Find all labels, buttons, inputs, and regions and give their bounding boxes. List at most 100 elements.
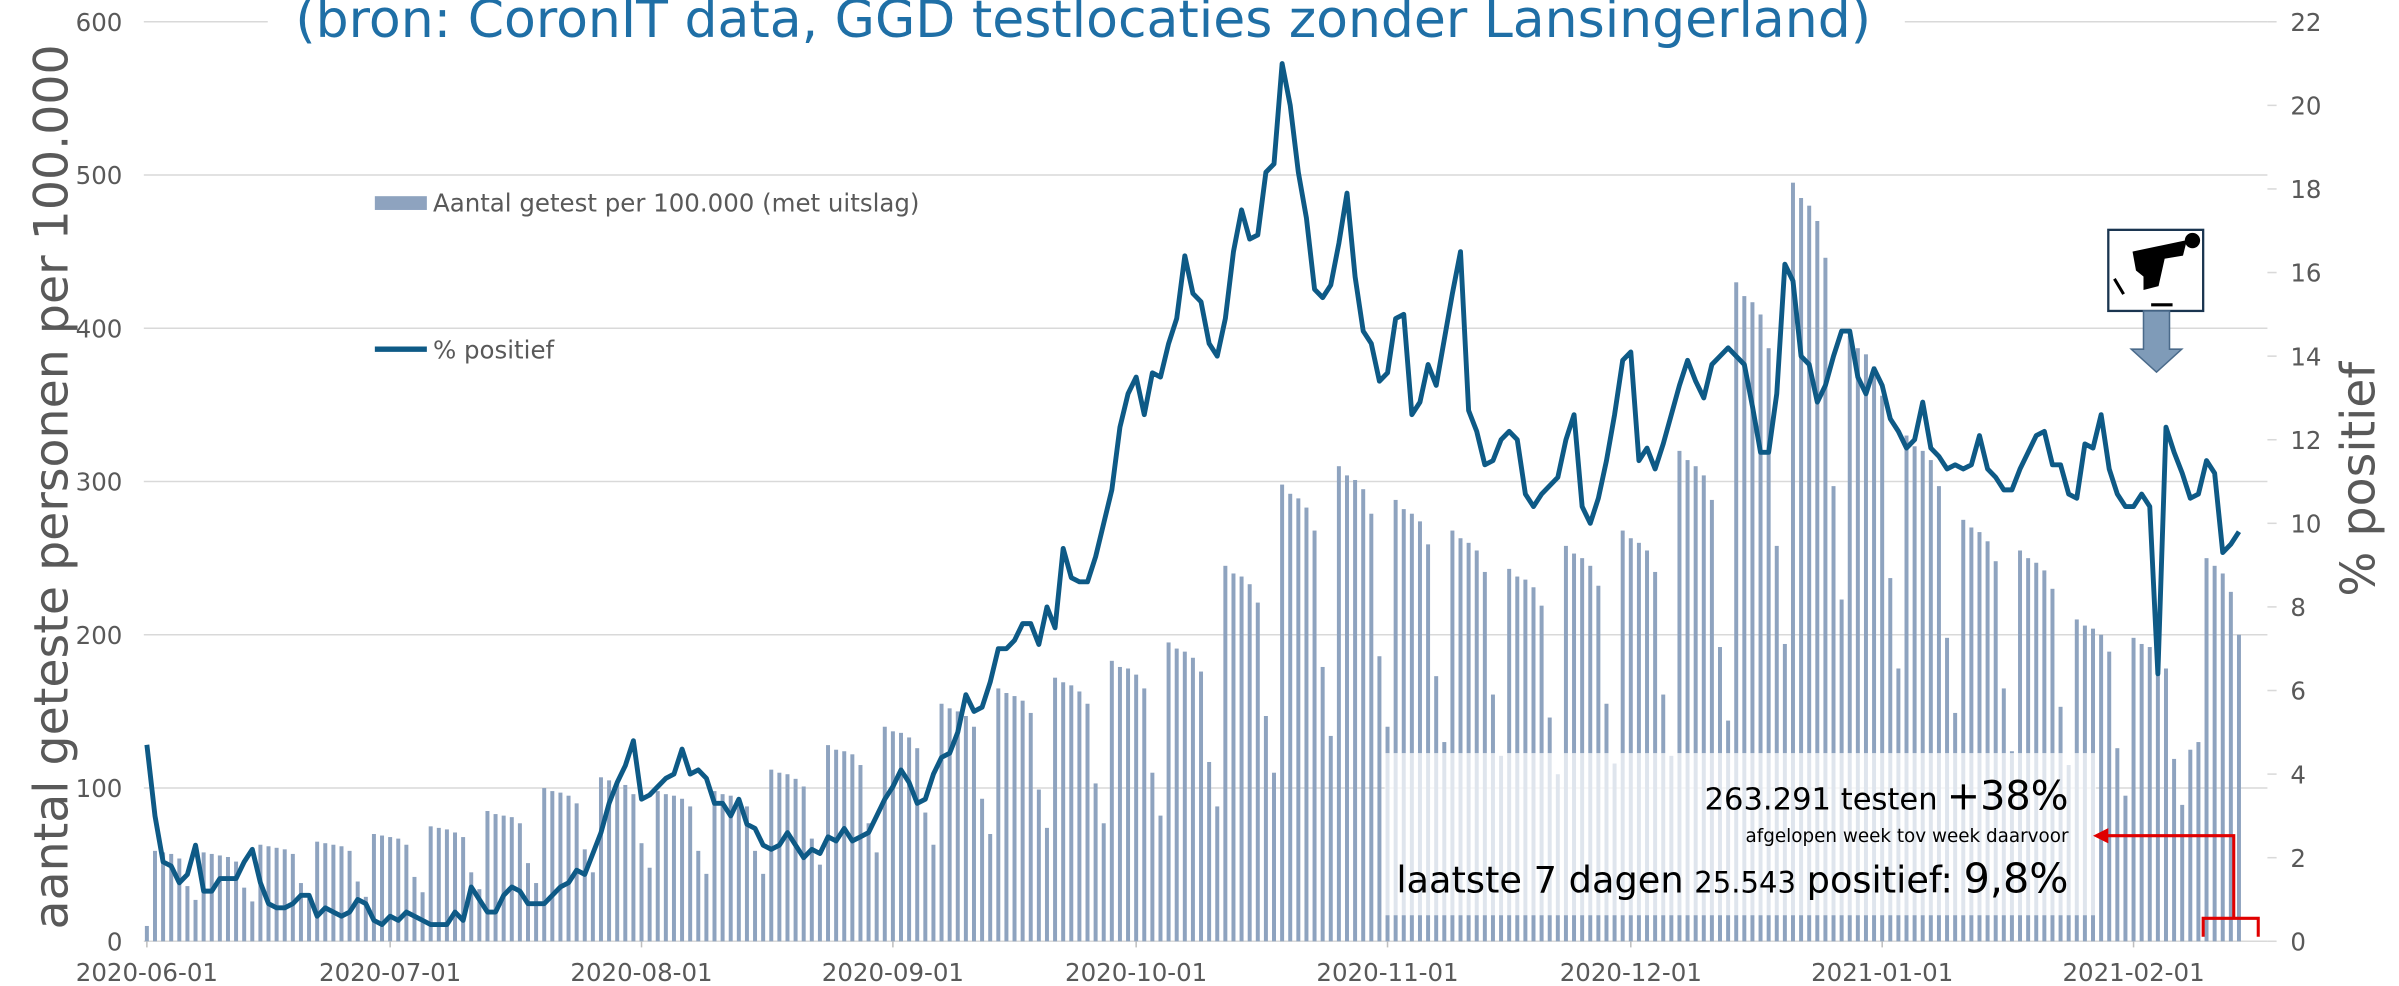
bar — [234, 861, 239, 942]
bar — [1912, 446, 1917, 942]
bar — [1361, 489, 1366, 942]
bar — [777, 772, 782, 942]
bar — [817, 864, 822, 942]
lines — [144, 61, 2242, 928]
red-bracket — [2102, 834, 2260, 937]
y2-tick-label: 12 — [2290, 426, 2321, 455]
y2-tick-label: 16 — [2290, 259, 2321, 288]
bar — [1758, 314, 1763, 942]
annotation-text: laatste 7 dagen — [1396, 858, 1683, 901]
bar — [225, 856, 230, 942]
bar — [1693, 466, 1698, 942]
bar — [834, 749, 839, 942]
bar — [2115, 748, 2120, 942]
bar — [1863, 354, 1868, 942]
bar — [1409, 513, 1414, 942]
bar — [1134, 674, 1139, 942]
bar — [1028, 712, 1033, 942]
bar — [339, 846, 344, 942]
annotation-box — [1384, 753, 2097, 916]
skater-head — [2184, 232, 2201, 249]
y-tick-label: 500 — [76, 161, 123, 190]
bar — [744, 806, 749, 942]
bar — [355, 881, 360, 942]
bar — [663, 794, 668, 942]
bar — [2147, 647, 2152, 942]
bar — [1936, 486, 1941, 942]
y-tick-label: 600 — [76, 8, 123, 37]
bar — [1377, 656, 1382, 942]
bar — [955, 711, 960, 942]
bar — [1044, 827, 1049, 942]
x-tick-label: 2021-01-01 — [1811, 958, 1953, 986]
bar — [1142, 688, 1147, 942]
bar — [1304, 507, 1309, 942]
bar — [1207, 761, 1212, 942]
bar — [250, 901, 255, 942]
bar — [615, 781, 620, 942]
bar — [477, 889, 482, 942]
bar — [971, 726, 976, 942]
bar — [1109, 660, 1114, 942]
bar — [1255, 602, 1260, 942]
bar — [2099, 634, 2104, 942]
annotation-text: 263.291 testen — [1705, 783, 1938, 818]
annotation-text: +38% — [1947, 774, 2069, 820]
bar — [193, 899, 198, 942]
bar — [453, 832, 458, 942]
bar — [1199, 671, 1204, 942]
bar — [380, 835, 385, 942]
bar — [2228, 591, 2233, 942]
bar — [785, 774, 790, 942]
bar — [874, 852, 879, 942]
bar — [2131, 637, 2136, 942]
bar — [1855, 348, 1860, 942]
bar — [2180, 804, 2185, 942]
bar — [1920, 450, 1925, 942]
bar — [1401, 509, 1406, 942]
bar — [850, 754, 855, 942]
bar — [1280, 484, 1285, 942]
bar — [1572, 553, 1577, 942]
bar — [1458, 538, 1463, 942]
bar — [680, 798, 685, 942]
bar — [436, 827, 441, 942]
bar — [1369, 513, 1374, 942]
x-tick-label: 2020-09-01 — [822, 958, 964, 986]
bar — [2172, 758, 2177, 942]
bar — [963, 716, 968, 942]
bar — [307, 898, 312, 942]
title-background — [267, 0, 1905, 47]
bar — [1312, 530, 1317, 942]
bar — [509, 817, 514, 942]
bar — [2163, 668, 2168, 942]
bar — [647, 867, 652, 942]
bar — [2018, 550, 2023, 942]
annotation-last7: laatste 7 dagen 25.543 positief: 9,8% — [1396, 854, 2068, 902]
bar — [2220, 573, 2225, 942]
bar — [1053, 677, 1058, 942]
bar — [1880, 395, 1885, 942]
bar — [1166, 642, 1171, 942]
bar — [1620, 530, 1625, 942]
bar — [582, 849, 587, 942]
skater-figure — [2113, 240, 2187, 307]
bar — [258, 844, 263, 942]
bar — [1320, 666, 1325, 942]
bar — [290, 853, 295, 942]
bar — [688, 806, 693, 942]
bar — [1993, 561, 1998, 942]
bar — [598, 777, 603, 942]
bar — [2139, 643, 2144, 942]
bar — [1061, 682, 1066, 942]
bar — [720, 794, 725, 942]
bar — [2196, 742, 2201, 942]
bar — [1190, 657, 1195, 942]
bar — [947, 708, 952, 942]
y-tick-label: 400 — [76, 314, 123, 343]
bar — [1645, 550, 1650, 942]
y-axis-label: aantal geteste personen per 100.000 — [24, 44, 79, 929]
bar — [655, 791, 660, 942]
bar — [607, 780, 612, 942]
